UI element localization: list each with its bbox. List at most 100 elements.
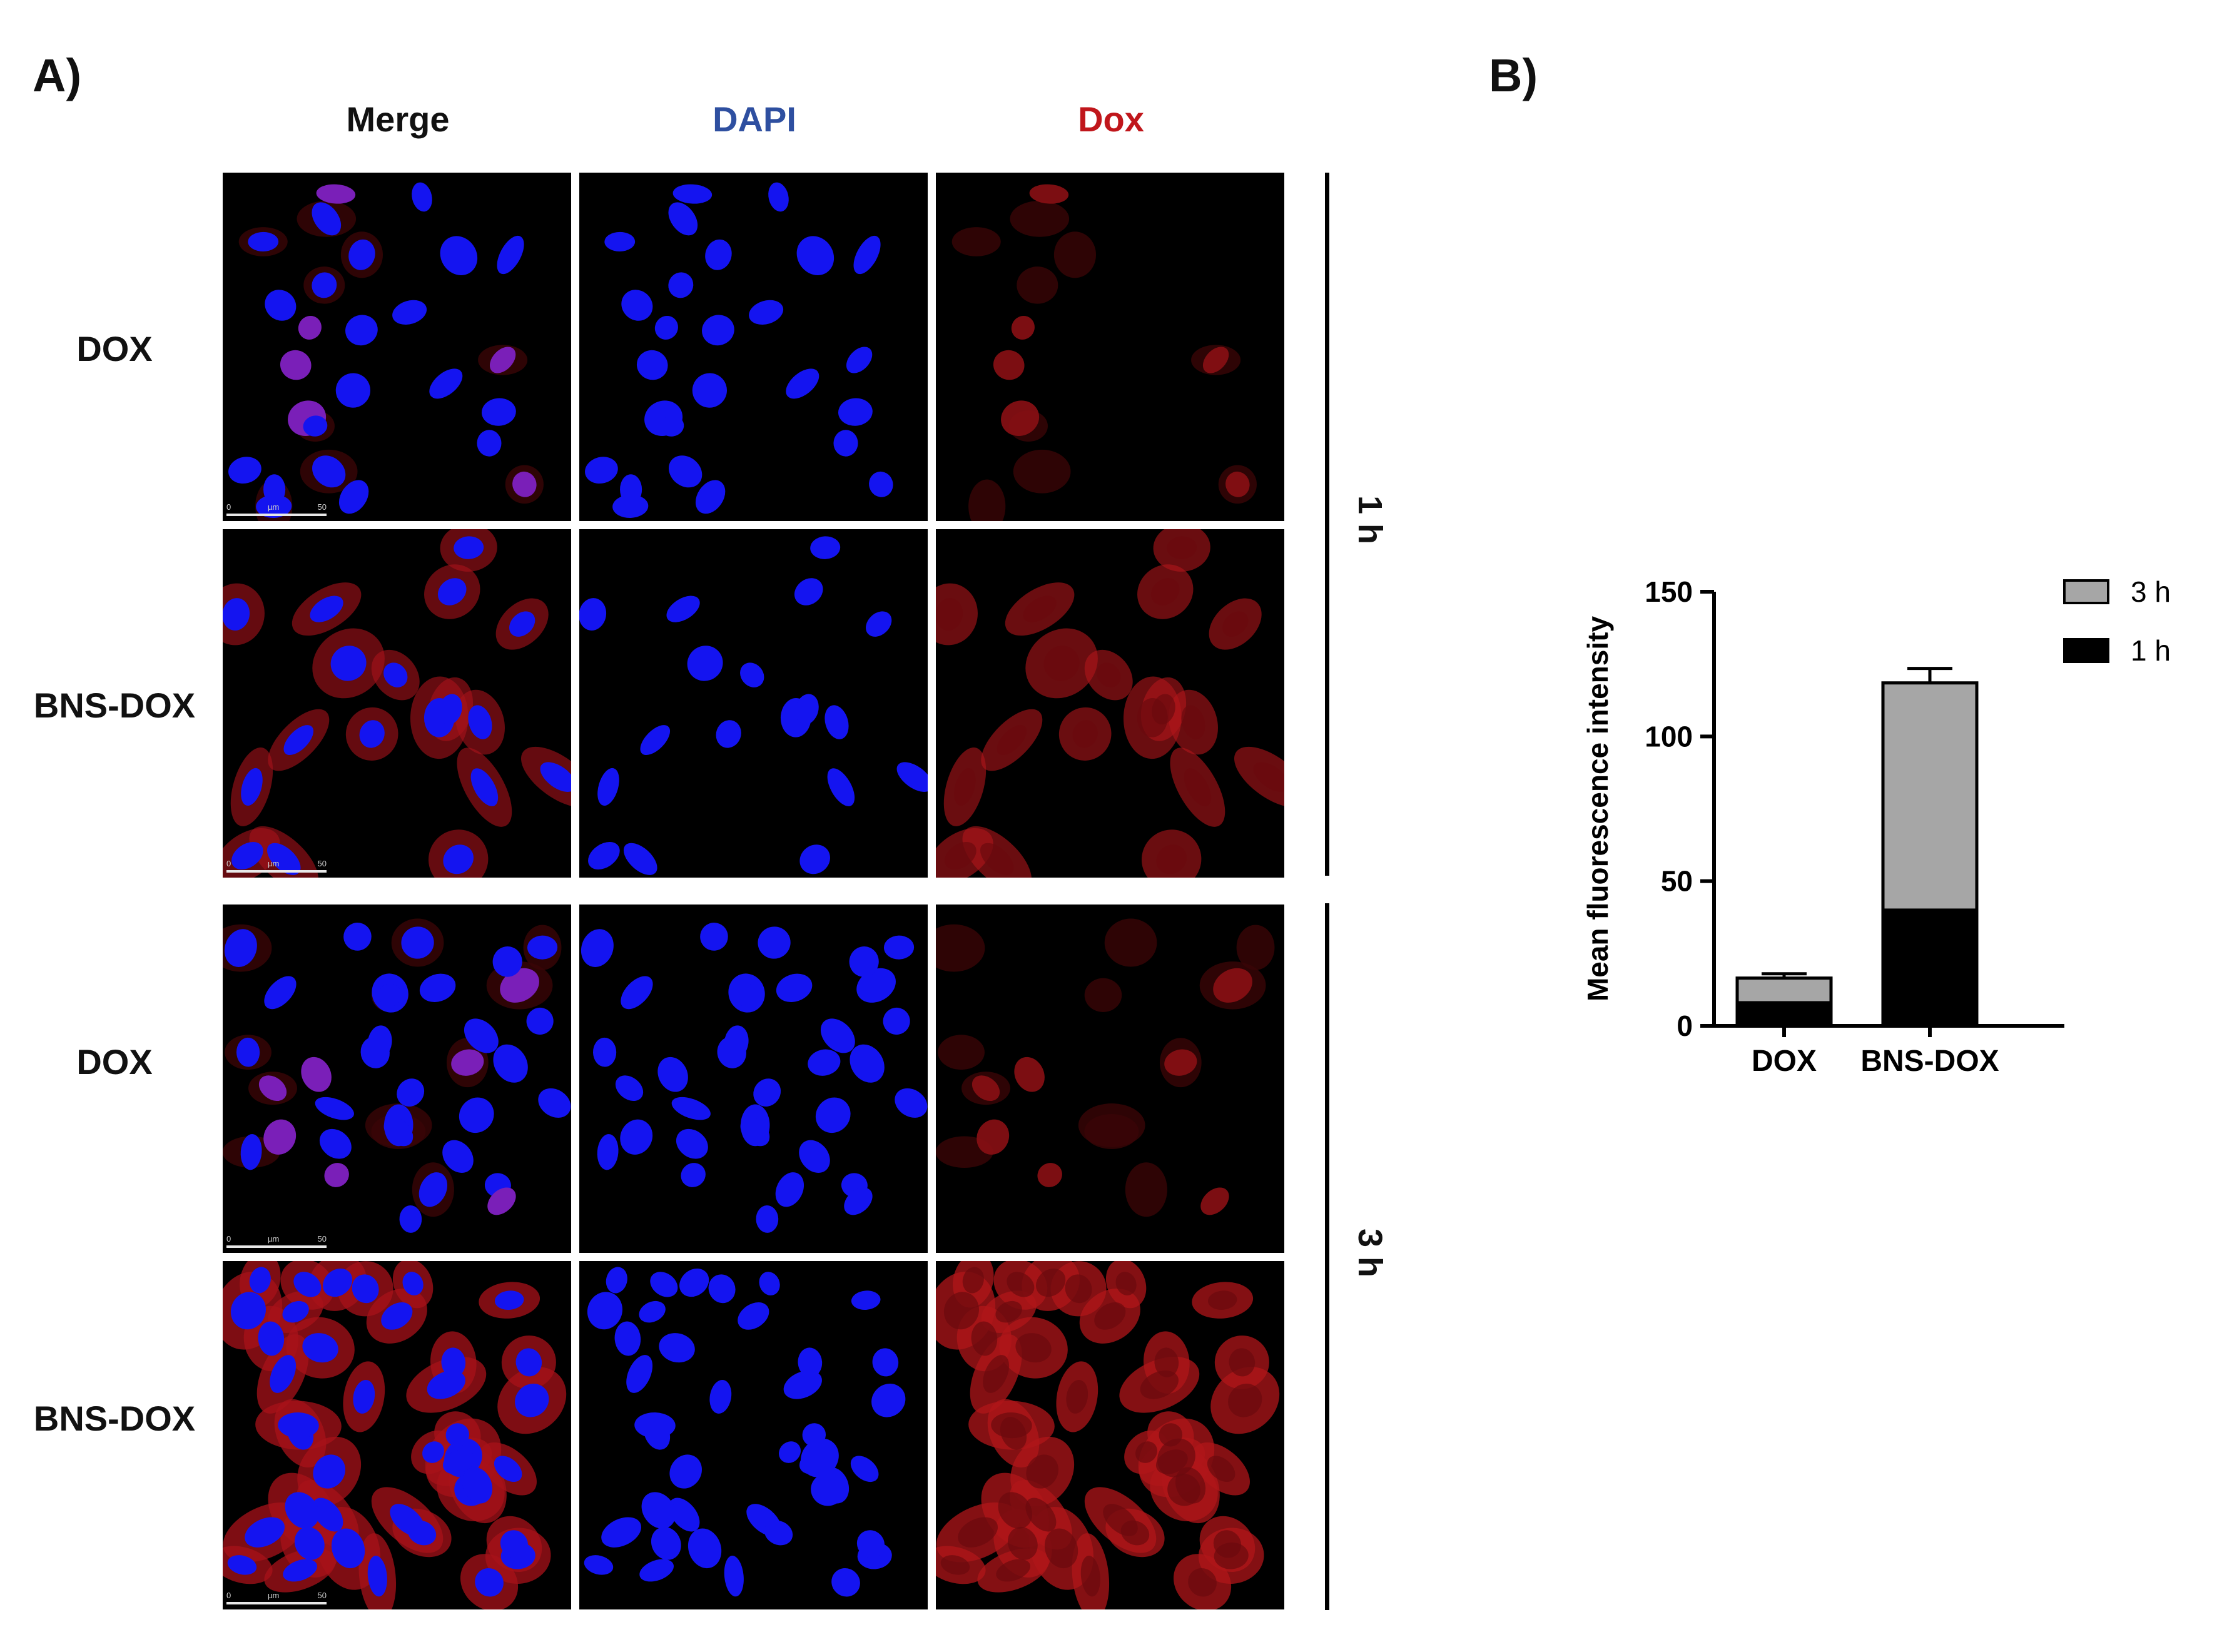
cell-nucleus: [1011, 315, 1035, 340]
cell-nucleus: [796, 236, 835, 275]
cell-nucleus: [454, 536, 484, 559]
column-header-merge: Merge: [346, 99, 450, 139]
cell-nucleus: [1026, 1454, 1058, 1489]
cell-nucleus: [399, 1205, 422, 1233]
cell-nucleus: [258, 1321, 285, 1356]
cell-nucleus: [1001, 400, 1040, 436]
cell-nucleus: [494, 1290, 524, 1310]
cell-nucleus: [779, 1441, 801, 1463]
cell-nucleus: [687, 1528, 722, 1569]
cell-nucleus: [293, 1272, 322, 1297]
cell-nucleus: [401, 926, 434, 959]
cell-nucleus: [419, 1172, 448, 1207]
cell-nucleus: [993, 350, 1025, 380]
cell-nucleus: [621, 290, 653, 321]
cell-nucleus: [345, 315, 378, 346]
micrograph-bns-dox-3h-merge: 0 µm 50: [223, 1261, 571, 1609]
micrograph-dox-3h-merge: 0 µm 50: [223, 905, 571, 1253]
cell-nucleus: [343, 923, 372, 951]
cell-nucleus: [392, 300, 427, 325]
micrograph-image: [579, 536, 928, 875]
cell-nucleus: [644, 400, 683, 436]
cell-nucleus: [515, 1384, 549, 1417]
cell-nucleus: [1207, 1456, 1235, 1482]
cell-nucleus: [740, 1117, 770, 1147]
cell-nucleus: [439, 694, 462, 725]
cell-nucleus: [869, 471, 893, 497]
time-label-3h: 3 h: [1351, 1228, 1389, 1278]
cell-nucleus: [709, 1379, 732, 1414]
x-tick-label: BNS-DOX: [1860, 1045, 1999, 1078]
cell-nucleus: [753, 1078, 781, 1107]
cell-nucleus: [264, 976, 297, 1010]
cell-nucleus: [429, 368, 463, 399]
cell-nucleus: [412, 182, 432, 212]
cell-nucleus: [668, 272, 694, 298]
cell-nucleus: [592, 1037, 617, 1067]
cell-nucleus: [323, 1268, 353, 1297]
cell-nucleus: [470, 768, 499, 806]
cell-nucleus: [1228, 1384, 1262, 1417]
cell-nucleus: [844, 1187, 873, 1215]
scale-bar-start-label: 0: [226, 1234, 231, 1244]
cell-nucleus: [597, 768, 619, 806]
cell-nucleus: [282, 1300, 309, 1323]
y-tick-label: 50: [1661, 865, 1693, 898]
micrograph-image: [581, 923, 928, 1233]
cell-nucleus: [980, 843, 1014, 875]
cell-nucleus: [671, 1097, 711, 1120]
cell-cytoplasm: [1013, 449, 1071, 494]
cell-nucleus: [500, 968, 539, 1003]
scale-bar-end-label: 50: [317, 859, 327, 868]
cell-nucleus: [1072, 720, 1098, 748]
cell-nucleus: [749, 300, 784, 325]
cell-nucleus: [462, 1467, 493, 1504]
cell-nucleus: [381, 1302, 413, 1330]
cell-nucleus: [768, 182, 789, 212]
cell-nucleus: [640, 725, 671, 756]
cell-nucleus: [1202, 347, 1229, 373]
cell-nucleus: [798, 1347, 823, 1377]
cell-nucleus: [639, 1559, 674, 1582]
cell-nucleus: [945, 842, 977, 870]
row-header-dox-1h: DOX: [76, 329, 153, 368]
cell-nucleus: [497, 235, 524, 275]
cell-nucleus: [872, 1348, 899, 1377]
cell-nucleus: [352, 1274, 379, 1304]
cell-nucleus: [331, 1528, 365, 1569]
time-bracket-1h: [1325, 173, 1329, 876]
cell-nucleus: [1150, 578, 1180, 606]
cell-nucleus: [971, 1321, 998, 1356]
panel-b-label: B): [1489, 49, 1538, 101]
cell-nucleus: [756, 1205, 779, 1233]
cell-nucleus: [240, 1134, 262, 1170]
cell-nucleus: [1159, 1423, 1183, 1447]
cell-nucleus: [650, 1272, 678, 1297]
cell-nucleus: [283, 1559, 317, 1582]
bar-dox-1h: [1735, 1001, 1833, 1028]
cell-nucleus: [1015, 1333, 1052, 1363]
cell-nucleus: [359, 720, 385, 748]
cell-nucleus: [794, 578, 823, 606]
cell-nucleus: [1025, 1497, 1057, 1532]
cell-nucleus: [468, 705, 492, 739]
cell-nucleus: [241, 768, 263, 806]
time-label-1h: 1 h: [1351, 495, 1389, 545]
cell-nucleus: [776, 973, 813, 1002]
cell-nucleus: [249, 1267, 271, 1294]
cell-cytoplasm: [1125, 1162, 1167, 1217]
cell-nucleus: [651, 1527, 681, 1560]
cell-nucleus: [402, 1272, 424, 1295]
cell-nucleus: [1014, 1057, 1045, 1092]
micrograph-image: [228, 182, 544, 521]
cell-nucleus: [995, 1300, 1022, 1323]
cell-nucleus: [440, 236, 478, 275]
cell-nucleus: [615, 1075, 644, 1102]
cell-nucleus: [943, 1292, 979, 1330]
cell-nucleus: [856, 1530, 885, 1558]
cell-nucleus: [383, 1117, 413, 1147]
cell-nucleus: [263, 1119, 297, 1155]
cell-nucleus: [278, 1412, 319, 1439]
cell-nucleus: [668, 202, 698, 236]
cell-nucleus: [716, 720, 741, 748]
